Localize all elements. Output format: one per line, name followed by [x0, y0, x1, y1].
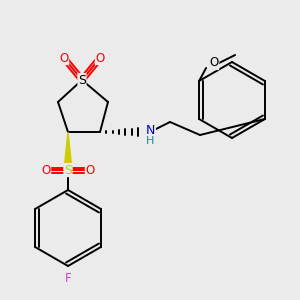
Polygon shape [64, 132, 72, 170]
Text: F: F [65, 272, 71, 284]
Text: O: O [41, 164, 51, 176]
Text: S: S [78, 74, 86, 86]
Text: O: O [85, 164, 94, 176]
Text: O: O [209, 56, 219, 70]
Text: N: N [146, 124, 155, 136]
Text: S: S [64, 164, 72, 176]
Text: O: O [95, 52, 105, 64]
Text: H: H [146, 136, 154, 146]
Text: O: O [59, 52, 69, 64]
